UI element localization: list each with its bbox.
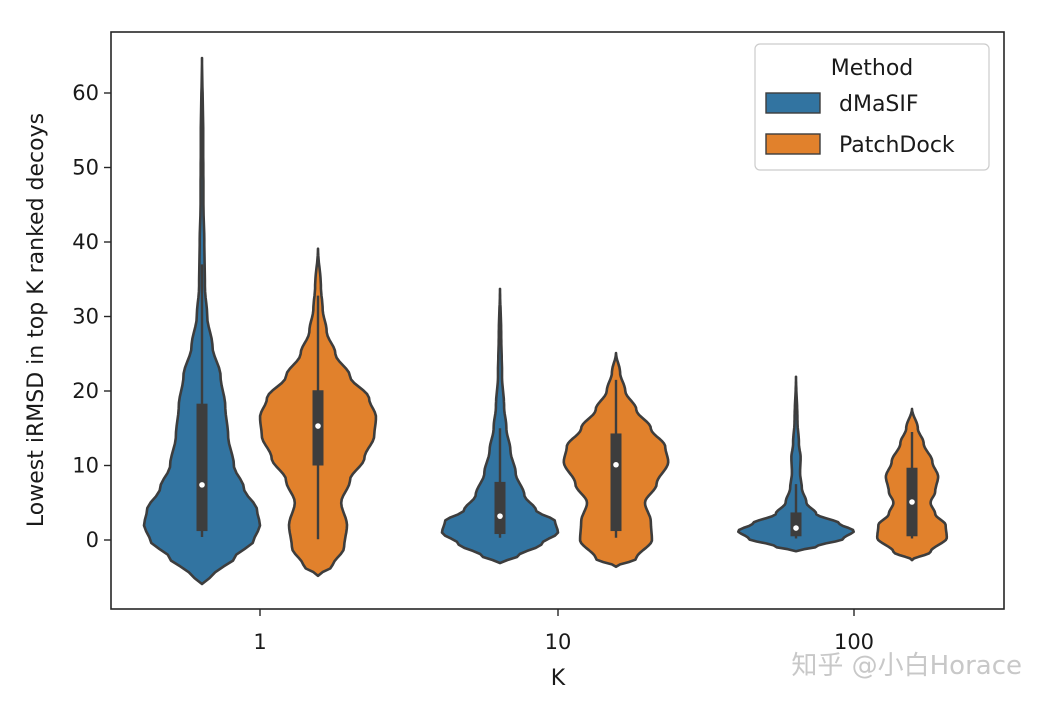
violin-median-point <box>497 513 503 519</box>
violins-layer <box>142 56 949 586</box>
y-axis: 0 10 20 30 40 50 60 <box>72 81 111 552</box>
plot-frame <box>110 31 1005 610</box>
x-tick-label: 1 <box>253 630 266 654</box>
x-axis: 1 10 100 <box>253 609 874 654</box>
violin-median-point <box>613 461 619 468</box>
violin-dmasif-k100 <box>737 375 855 553</box>
y-tick-label: 50 <box>72 156 99 180</box>
legend-swatch-patchdock <box>765 133 821 155</box>
y-tick-label: 20 <box>72 379 99 403</box>
violin-iqr-box <box>610 433 622 532</box>
violin-median-point <box>315 423 321 429</box>
violin-iqr-box <box>196 403 208 532</box>
violin-median-point <box>199 482 205 488</box>
legend-label-dmasif: dMaSIF <box>839 92 919 117</box>
legend-swatch-dmasif <box>765 92 821 114</box>
violin-iqr-box <box>790 512 802 537</box>
legend-title: Method <box>831 56 914 81</box>
y-tick-label: 10 <box>72 454 99 478</box>
x-tick-label: 10 <box>545 630 572 654</box>
y-tick-label: 60 <box>72 81 99 105</box>
violin-dmasif-k10 <box>440 287 560 565</box>
y-tick-label: 0 <box>86 528 99 552</box>
y-tick-label: 40 <box>72 230 99 254</box>
legend-label-patchdock: PatchDock <box>839 133 955 158</box>
y-tick-label: 30 <box>72 305 99 329</box>
violin-median-point <box>793 525 799 531</box>
watermark: 知乎 @小白Horace <box>791 651 1022 681</box>
legend: Method dMaSIF PatchDock <box>754 43 990 171</box>
violin-iqr-box <box>494 481 506 535</box>
x-tick-label: 100 <box>834 630 874 654</box>
y-axis-label: Lowest iRMSD in top K ranked decoys <box>24 113 49 527</box>
violin-median-point <box>909 499 915 505</box>
x-axis-label: K <box>551 666 566 691</box>
